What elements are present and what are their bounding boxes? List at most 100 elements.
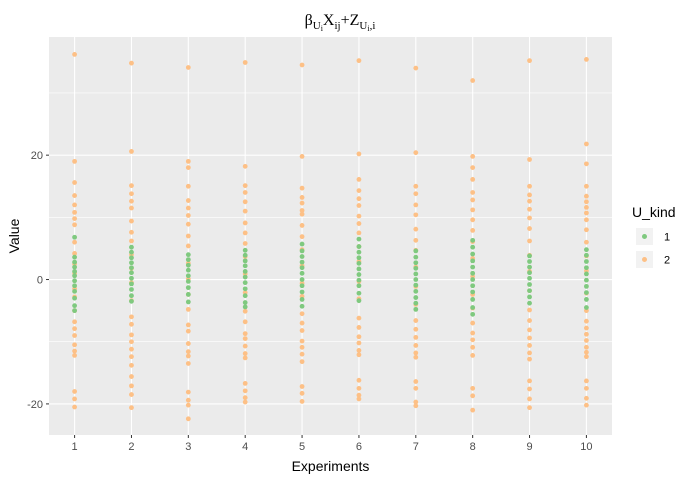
- data-point-series-2: [72, 52, 77, 57]
- y-tick-label: -20: [27, 399, 43, 411]
- data-point-series-2: [413, 318, 419, 323]
- data-point-series-2: [470, 337, 476, 343]
- data-point-series-2: [413, 350, 419, 356]
- data-point-series-2: [584, 56, 589, 62]
- data-point-series-1: [185, 267, 191, 273]
- data-point-series-2: [356, 385, 362, 391]
- data-point-series-2: [527, 343, 532, 348]
- data-point-series-2: [299, 211, 305, 217]
- data-point-series-2: [185, 322, 191, 328]
- data-point-series-2: [299, 200, 305, 206]
- data-point-series-2: [470, 154, 476, 159]
- data-point-series-2: [299, 338, 305, 344]
- data-point-series-2: [129, 374, 134, 379]
- data-point-series-2: [527, 198, 532, 204]
- data-point-series-2: [527, 335, 532, 341]
- data-point-series-2: [185, 353, 191, 359]
- data-point-series-2: [584, 331, 589, 337]
- data-point-series-2: [470, 207, 476, 213]
- data-point-series-2: [470, 353, 476, 358]
- data-point-series-2: [356, 315, 362, 321]
- data-point-series-1: [413, 300, 419, 306]
- data-point-series-1: [584, 259, 589, 264]
- data-point-series-1: [129, 255, 134, 261]
- data-point-series-2: [470, 393, 476, 399]
- data-point-series-2: [470, 78, 476, 83]
- data-point-series-1: [584, 277, 589, 283]
- data-point-series-1: [299, 283, 305, 289]
- data-point-series-2: [299, 384, 305, 389]
- data-point-series-1: [185, 252, 191, 258]
- data-point-series-2: [299, 154, 305, 159]
- data-point-series-2: [527, 215, 532, 221]
- legend-marker-1: [642, 234, 647, 239]
- data-point-series-2: [527, 356, 532, 362]
- x-tick-label: 10: [580, 441, 592, 453]
- data-point-series-1: [242, 258, 248, 264]
- data-point-series-1: [242, 247, 248, 253]
- x-tick-label: 5: [299, 441, 305, 453]
- data-point-series-1: [299, 303, 305, 309]
- data-point-series-1: [299, 297, 305, 302]
- data-point-series-2: [72, 180, 77, 185]
- data-point-series-1: [413, 295, 419, 300]
- data-point-series-1: [72, 288, 77, 294]
- data-point-series-1: [413, 282, 419, 288]
- data-point-series-2: [185, 213, 191, 218]
- data-point-series-1: [413, 271, 419, 277]
- data-point-series-2: [72, 389, 77, 394]
- data-point-series-2: [299, 234, 305, 240]
- y-tick-label: 0: [37, 275, 43, 287]
- legend: U_kind 1 2: [632, 204, 676, 268]
- data-point-series-2: [129, 218, 134, 224]
- data-point-series-1: [185, 257, 191, 263]
- data-point-series-1: [356, 272, 362, 277]
- data-point-series-1: [72, 254, 77, 260]
- data-point-series-2: [470, 177, 476, 182]
- data-point-series-1: [129, 260, 134, 266]
- data-point-series-2: [413, 183, 419, 189]
- data-point-series-2: [413, 212, 419, 218]
- data-point-series-1: [584, 305, 589, 310]
- data-point-series-2: [72, 209, 77, 215]
- legend-label-1: 1: [664, 232, 670, 244]
- data-point-series-2: [584, 395, 589, 401]
- data-point-series-1: [242, 252, 248, 258]
- data-point-series-1: [129, 275, 134, 281]
- data-point-series-1: [413, 260, 419, 266]
- data-point-series-2: [242, 241, 248, 246]
- data-point-series-2: [242, 395, 248, 401]
- data-point-series-2: [299, 359, 305, 365]
- x-tick-label: 2: [128, 441, 134, 453]
- data-point-series-2: [129, 405, 134, 411]
- data-point-series-1: [242, 263, 248, 269]
- data-point-series-1: [242, 280, 248, 286]
- data-point-series-2: [527, 58, 532, 64]
- title-x: X: [323, 12, 335, 29]
- data-point-series-2: [413, 385, 419, 391]
- data-point-series-1: [129, 298, 134, 304]
- data-point-series-2: [356, 203, 362, 208]
- data-point-series-2: [242, 308, 248, 314]
- data-point-series-2: [185, 243, 191, 249]
- data-point-series-1: [242, 286, 248, 292]
- data-point-series-2: [584, 183, 589, 189]
- x-tick-label: 4: [242, 441, 248, 453]
- data-point-series-2: [413, 150, 419, 156]
- data-point-series-2: [584, 141, 589, 147]
- data-point-series-2: [72, 396, 77, 402]
- data-point-series-1: [470, 311, 476, 317]
- data-point-series-2: [242, 343, 248, 349]
- data-point-series-1: [72, 303, 77, 309]
- data-point-series-2: [242, 331, 248, 337]
- data-point-series-2: [356, 352, 362, 358]
- data-point-series-2: [72, 353, 77, 358]
- data-point-series-2: [470, 217, 476, 223]
- data-point-series-2: [413, 202, 419, 208]
- data-point-series-1: [185, 299, 191, 305]
- title-sub-i2: i: [367, 24, 370, 33]
- data-point-series-1: [242, 300, 248, 305]
- data-point-series-2: [299, 62, 305, 68]
- y-axis: -20 0 20: [27, 150, 49, 411]
- data-point-series-2: [470, 407, 476, 413]
